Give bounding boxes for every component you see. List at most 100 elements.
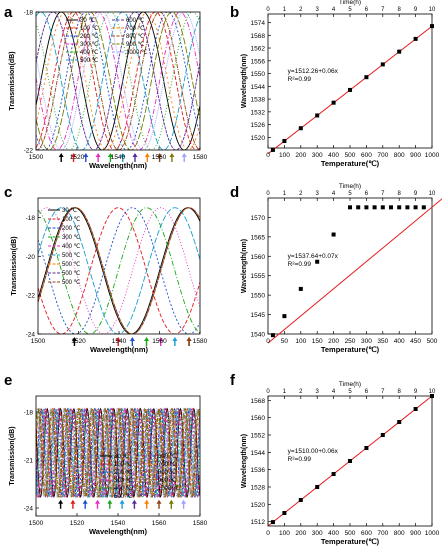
x-tick-label: 600 — [361, 530, 372, 537]
x-tick-label: 1580 — [193, 338, 208, 345]
legend-label: 500 ℃ — [80, 58, 99, 64]
fit-r2: R²=0.99 — [288, 76, 312, 83]
series-line-6 — [36, 12, 200, 150]
dip-arrow-head — [144, 499, 150, 504]
series-line-6 — [36, 407, 200, 499]
x2-tick-label: 8 — [398, 389, 402, 395]
panel-letter-c: c — [4, 184, 13, 201]
x-tick-label: 0 — [266, 338, 270, 345]
x2-tick-label: 6 — [365, 389, 369, 395]
y-tick-label: -21 — [24, 458, 34, 465]
data-point — [397, 420, 402, 424]
x-tick-label: 400 — [328, 530, 339, 537]
series-line-2 — [36, 12, 200, 150]
data-point — [364, 446, 369, 450]
x-tick-label: 900 — [410, 530, 421, 537]
y-tick-label: 1538 — [251, 97, 266, 104]
data-point — [315, 485, 320, 489]
x-tick-label: 0 — [266, 530, 270, 537]
legend-label: 100 ℃ — [62, 217, 81, 223]
dip-arrow-head — [157, 153, 163, 157]
series-line-1 — [36, 12, 200, 150]
x2-tick-label: 1 — [283, 389, 287, 395]
x-tick-label: 300 — [312, 530, 323, 537]
y-axis-label: Wavelength(nm) — [241, 54, 248, 108]
data-point — [315, 259, 320, 264]
data-point — [270, 333, 275, 338]
series-line-0 — [38, 207, 200, 334]
data-point — [430, 394, 434, 398]
x-axis-label: Temperature(℃) — [321, 345, 380, 354]
x-tick-label: 1540 — [111, 154, 126, 161]
data-point — [315, 113, 320, 118]
dip-arrow-head — [82, 499, 88, 504]
x2-tick-label: 6 — [365, 7, 369, 13]
dip-arrow-head — [132, 153, 138, 157]
data-point — [348, 205, 352, 210]
data-point — [405, 205, 410, 210]
x-tick-label: 700 — [377, 152, 388, 159]
x-tick-label: 100 — [279, 530, 290, 537]
data-point — [397, 205, 402, 210]
x2-tick-label: 4 — [332, 191, 336, 197]
dip-arrow-head — [144, 337, 150, 341]
x-axis-label: Wavelength(nm) — [90, 345, 149, 354]
series-line-9 — [36, 407, 200, 499]
panel-letter-f: f — [230, 372, 235, 389]
fit-r2: R²=0.99 — [288, 261, 312, 268]
data-point — [282, 138, 287, 143]
y-axis-label: Wavelength(nm) — [241, 434, 248, 488]
x2-tick-label: 1 — [283, 191, 287, 197]
legend-label: 30 ℃ — [114, 454, 129, 460]
legend-label: 400 ℃ — [80, 50, 99, 56]
legend-label: 900 ℃ — [126, 42, 145, 48]
data-point — [413, 36, 418, 41]
y-tick-label: 1574 — [251, 20, 266, 27]
y-axis-label: Transmission(dB) — [11, 236, 18, 295]
y-tick-label: -22 — [24, 148, 34, 155]
dip-arrow-head — [131, 499, 137, 504]
legend-label: 500 ℃ — [62, 262, 81, 268]
legend-label: 700 ℃ — [126, 26, 145, 32]
dip-arrow-head — [181, 153, 187, 157]
legend-label: 30 ℃ — [62, 208, 77, 214]
dip-arrow-head — [120, 153, 126, 157]
x2-tick-label: 2 — [299, 7, 303, 13]
y-tick-label: 1570 — [251, 215, 266, 222]
series-line-8 — [36, 12, 200, 150]
y-tick-label: 1562 — [251, 46, 266, 53]
x-tick-label: 200 — [295, 152, 306, 159]
data-point — [430, 24, 434, 29]
y-tick-label: 1540 — [251, 332, 266, 339]
x-tick-label: 1520 — [70, 154, 85, 161]
x-tick-label: 600 — [361, 152, 372, 159]
y-tick-label: 1520 — [251, 135, 266, 142]
y-tick-label: 1568 — [251, 398, 266, 405]
y-tick-label: 1550 — [251, 293, 266, 300]
x-axis-label: Temperature(℃) — [321, 159, 380, 168]
legend-label: 500 ℃ — [62, 253, 81, 259]
fit-equation: y=1510.00+0.06x — [288, 448, 339, 455]
dip-arrow-head — [95, 153, 101, 157]
dip-arrow-head — [129, 337, 135, 341]
legend-label: 1000 ℃ — [158, 486, 180, 492]
legend-label: 600 ℃ — [158, 454, 177, 460]
x2-tick-label: 5 — [348, 389, 352, 395]
fit-r2: R²=0.99 — [288, 456, 312, 463]
dip-arrow-head — [58, 499, 64, 504]
dip-arrow-head — [107, 499, 113, 504]
y-tick-label: 1552 — [251, 433, 266, 440]
x2-tick-label: 10 — [429, 191, 436, 197]
x2-tick-label: 3 — [316, 191, 320, 197]
x-tick-label: 1520 — [71, 338, 86, 345]
legend-label: 300 ℃ — [80, 42, 99, 48]
x-tick-label: 1500 — [29, 520, 44, 527]
y-axis-label: Wavelength(nm) — [241, 239, 248, 293]
data-point — [331, 472, 336, 476]
legend-label: 1000 ℃ — [126, 50, 148, 56]
x-tick-label: 100 — [295, 338, 306, 345]
data-point — [413, 407, 418, 411]
data-point — [298, 498, 303, 502]
x2-tick-label: 4 — [332, 389, 336, 395]
y-axis-label: Transmission(dB) — [9, 426, 16, 485]
